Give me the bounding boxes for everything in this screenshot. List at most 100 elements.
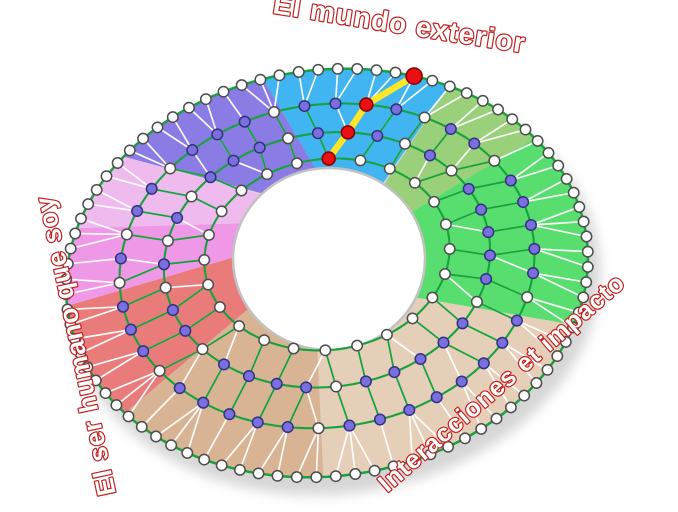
node-ring-1-outer-61[interactable] xyxy=(68,333,81,345)
node-ring-1-outer-18[interactable] xyxy=(567,186,580,199)
node-ring-4-inner-19[interactable] xyxy=(203,228,215,241)
node-ring-2-16[interactable] xyxy=(477,357,490,370)
node-ring-3-11[interactable] xyxy=(470,295,483,308)
node-ring-2-28[interactable] xyxy=(153,364,166,377)
node-ring-1-outer-38[interactable] xyxy=(424,448,437,461)
node-ring-1-outer-77[interactable] xyxy=(166,111,179,124)
node-ring-3-30[interactable] xyxy=(204,171,217,184)
node-ring-4-inner-6[interactable] xyxy=(443,243,456,255)
node-ring-1-outer-23[interactable] xyxy=(581,260,594,273)
node-ring-1-outer-24[interactable] xyxy=(580,276,593,289)
node-ring-3-2[interactable] xyxy=(371,129,384,142)
node-ring-1-outer-67[interactable] xyxy=(64,242,77,255)
node-ring-1-outer-12[interactable] xyxy=(506,113,519,126)
node-ring-1-outer-60[interactable] xyxy=(74,347,87,360)
node-ring-1-outer-82[interactable] xyxy=(254,73,267,86)
node-ring-2-10[interactable] xyxy=(524,218,538,232)
node-ring-2-9[interactable] xyxy=(517,195,530,209)
node-ring-3-22[interactable] xyxy=(196,343,209,356)
node-ring-1-outer-83[interactable] xyxy=(273,69,286,82)
node-ring-2-21[interactable] xyxy=(343,419,356,432)
node-ring-2-40[interactable] xyxy=(238,115,251,128)
node-ring-1-outer-45[interactable] xyxy=(290,471,303,484)
node-ring-4-inner-20[interactable] xyxy=(215,205,228,218)
node-ring-1-outer-56[interactable] xyxy=(110,399,123,412)
node-ring-2-39[interactable] xyxy=(211,128,224,141)
node-ring-4-inner-13[interactable] xyxy=(287,342,300,355)
node-ring-4-inner-12[interactable] xyxy=(319,344,332,357)
node-ring-1-outer-28[interactable] xyxy=(559,335,572,348)
node-ring-1-outer-63[interactable] xyxy=(61,303,74,316)
node-ring-1-outer-2[interactable] xyxy=(331,62,344,75)
node-ring-4-inner-17[interactable] xyxy=(202,278,215,291)
node-ring-3-4[interactable] xyxy=(423,149,437,162)
node-ring-1-outer-14[interactable] xyxy=(531,134,544,147)
node-ring-4-inner-23[interactable] xyxy=(290,157,303,170)
node-ring-1-outer-31[interactable] xyxy=(530,377,543,389)
node-ring-1-outer-10[interactable] xyxy=(476,94,489,107)
node-ring-1-outer-5[interactable] xyxy=(389,66,402,79)
node-ring-1-outer-76[interactable] xyxy=(151,121,164,134)
node-ring-2-3[interactable] xyxy=(390,103,403,116)
node-ring-3-13[interactable] xyxy=(437,336,450,349)
node-ring-4-inner-11[interactable] xyxy=(351,339,364,352)
node-ring-1-outer-72[interactable] xyxy=(100,170,113,183)
node-ring-1-outer-81[interactable] xyxy=(235,79,248,92)
node-ring-1-outer-37[interactable] xyxy=(442,440,455,453)
node-ring-2-8[interactable] xyxy=(504,174,517,187)
node-ring-1-outer-69[interactable] xyxy=(75,212,87,225)
node-ring-2-24[interactable] xyxy=(251,416,264,429)
node-ring-3-32[interactable] xyxy=(253,141,266,154)
node-ring-4-inner-5[interactable] xyxy=(439,218,452,231)
node-ring-3-7[interactable] xyxy=(475,203,488,216)
node-ring-2-5[interactable] xyxy=(444,122,457,136)
node-ring-1-outer-62[interactable] xyxy=(64,318,77,331)
node-ring-1-outer-48[interactable] xyxy=(233,463,246,476)
node-ring-1-outer-22[interactable] xyxy=(581,245,594,258)
node-ring-1-outer-49[interactable] xyxy=(215,459,228,472)
node-ring-2-33[interactable] xyxy=(114,252,127,265)
node-ring-2-23[interactable] xyxy=(281,421,294,434)
node-ring-1-outer-46[interactable] xyxy=(271,469,284,482)
node-ring-4-inner-10[interactable] xyxy=(380,328,393,341)
node-ring-1-outer-79[interactable] xyxy=(199,93,212,106)
node-ring-2-36[interactable] xyxy=(145,182,158,195)
node-ring-3-14[interactable] xyxy=(414,352,427,366)
node-ring-4-inner-3[interactable] xyxy=(408,176,421,189)
node-ring-1-outer-3[interactable] xyxy=(351,62,364,75)
node-ring-3-17[interactable] xyxy=(330,380,343,393)
node-ring-1-outer-40[interactable] xyxy=(387,460,400,473)
node-ring-1-outer-74[interactable] xyxy=(123,144,136,157)
node-ring-1-outer-66[interactable] xyxy=(61,257,74,270)
node-ring-1-outer-39[interactable] xyxy=(406,454,419,467)
node-ring-3-33[interactable] xyxy=(282,132,295,145)
node-ring-3-10[interactable] xyxy=(480,272,493,286)
node-ring-1-outer-35[interactable] xyxy=(475,422,488,435)
node-ring-1-outer-34[interactable] xyxy=(490,412,503,425)
node-ring-2-1[interactable] xyxy=(329,97,342,110)
node-ring-2-29[interactable] xyxy=(137,345,150,358)
node-ring-1-outer-58[interactable] xyxy=(89,374,102,387)
node-ring-4-inner-21[interactable] xyxy=(235,184,248,197)
node-ring-2-25[interactable] xyxy=(223,408,236,421)
node-ring-3-16[interactable] xyxy=(359,375,372,388)
node-ring-3-15[interactable] xyxy=(388,366,401,379)
node-ring-1-outer-26[interactable] xyxy=(572,306,585,319)
node-ring-1-outer-0[interactable] xyxy=(292,66,305,78)
node-ring-1-outer-21[interactable] xyxy=(580,230,593,243)
node-ring-1-outer-16[interactable] xyxy=(552,159,565,172)
node-ring-1-outer-73[interactable] xyxy=(111,157,124,169)
node-ring-2-34[interactable] xyxy=(120,228,133,241)
node-ring-3-6[interactable] xyxy=(462,182,475,195)
node-ring-1-outer-52[interactable] xyxy=(165,439,178,452)
node-ring-1-outer-57[interactable] xyxy=(99,387,112,400)
node-ring-3-3[interactable] xyxy=(398,137,412,150)
node-ring-1-outer-68[interactable] xyxy=(69,227,82,240)
node-ring-3-29[interactable] xyxy=(185,190,198,203)
node-ring-1-outer-65[interactable] xyxy=(60,273,73,286)
node-ring-1-outer-32[interactable] xyxy=(518,389,531,402)
node-ring-1-outer-42[interactable] xyxy=(349,468,362,480)
node-ring-2-4[interactable] xyxy=(418,111,431,124)
node-ring-1-outer-59[interactable] xyxy=(81,361,94,374)
node-ring-1-outer-33[interactable] xyxy=(504,401,517,414)
